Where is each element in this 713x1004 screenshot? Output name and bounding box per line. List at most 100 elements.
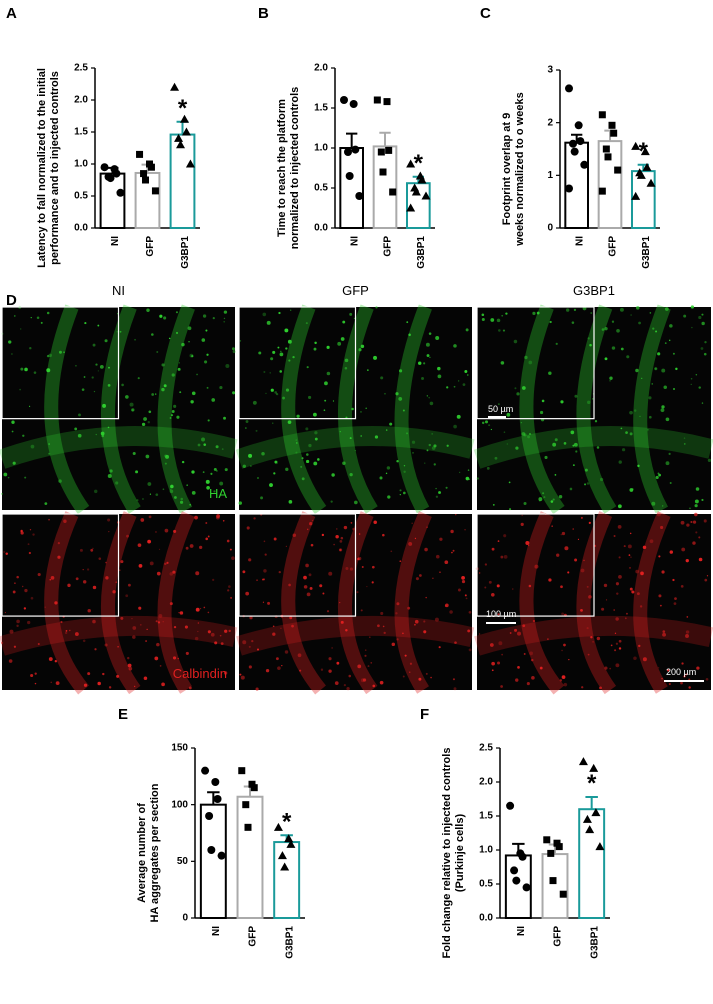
cell	[614, 649, 617, 652]
cell	[496, 584, 500, 588]
cell	[611, 346, 616, 350]
tissue	[474, 615, 713, 656]
cell	[379, 680, 384, 685]
cell	[92, 343, 96, 347]
cell	[223, 320, 226, 323]
data-point	[602, 145, 610, 153]
cell	[497, 661, 501, 665]
cell	[232, 391, 236, 395]
cell	[285, 467, 289, 472]
cell	[164, 528, 169, 533]
cell	[19, 328, 22, 330]
cell	[501, 314, 504, 317]
cell	[97, 324, 100, 327]
cell	[563, 442, 567, 445]
cell	[265, 392, 267, 395]
cell	[528, 432, 532, 435]
cell	[372, 684, 376, 688]
data-point	[176, 140, 185, 149]
cell	[437, 366, 441, 371]
cell	[478, 572, 481, 574]
cell	[704, 340, 707, 344]
data-point	[280, 862, 290, 871]
cell	[20, 531, 24, 535]
data-point	[211, 778, 220, 786]
cell	[663, 385, 667, 389]
cell	[574, 394, 578, 398]
cell	[542, 492, 545, 495]
cell	[253, 517, 256, 520]
cell	[404, 654, 407, 657]
x-tick-label: NI	[516, 926, 527, 936]
cell	[604, 326, 608, 331]
cell	[424, 547, 428, 552]
cell	[151, 333, 154, 336]
y-tick-label: 2.0	[479, 777, 493, 788]
cell	[349, 312, 353, 316]
cell	[342, 320, 346, 324]
cell	[452, 678, 456, 681]
cell	[426, 395, 428, 397]
cell	[292, 533, 297, 537]
cell	[145, 640, 147, 642]
cell	[190, 400, 194, 404]
cell	[74, 427, 78, 431]
cell	[108, 686, 112, 689]
cell	[592, 640, 594, 643]
cell	[429, 356, 431, 358]
cell	[159, 314, 163, 318]
data-point	[140, 170, 148, 178]
cell	[344, 366, 348, 370]
cell	[544, 455, 548, 460]
tissue	[235, 426, 475, 469]
cell	[611, 320, 615, 323]
cell	[655, 475, 659, 480]
cell	[201, 437, 206, 442]
cell	[175, 331, 179, 335]
cell	[231, 347, 235, 351]
data-point	[421, 191, 431, 200]
cell	[181, 342, 185, 347]
cell	[406, 321, 409, 324]
cell	[453, 385, 456, 388]
data-point	[147, 163, 155, 171]
cell	[402, 632, 404, 635]
cell	[690, 520, 693, 524]
cell	[636, 592, 640, 596]
cell	[151, 393, 155, 396]
cell	[291, 624, 294, 628]
y-tick-label: 100	[171, 799, 188, 810]
cell	[101, 434, 104, 438]
cell	[125, 594, 129, 598]
cell	[445, 486, 448, 489]
data-point	[589, 763, 599, 772]
cell	[232, 350, 236, 354]
cell	[92, 619, 96, 624]
data-point	[244, 823, 252, 831]
y-tick-label: 0.0	[479, 913, 493, 924]
data-point	[574, 121, 583, 130]
cell	[349, 567, 353, 571]
cell	[531, 676, 535, 680]
cell	[425, 596, 427, 599]
x-tick-label: GFP	[383, 236, 394, 257]
tissue	[576, 511, 617, 695]
cell	[490, 428, 493, 431]
cell	[121, 383, 124, 387]
cell	[698, 557, 703, 562]
cell	[112, 590, 116, 594]
cell	[705, 677, 709, 681]
cell	[514, 628, 518, 632]
cell	[554, 438, 558, 442]
cell	[173, 529, 177, 533]
cell	[16, 575, 19, 579]
cell	[610, 644, 613, 647]
cell	[335, 534, 339, 539]
cell	[429, 401, 434, 406]
cell	[3, 551, 5, 553]
cell	[131, 408, 135, 412]
cell	[601, 328, 605, 331]
cell	[692, 520, 697, 524]
cell	[399, 489, 402, 492]
cell	[552, 498, 555, 501]
